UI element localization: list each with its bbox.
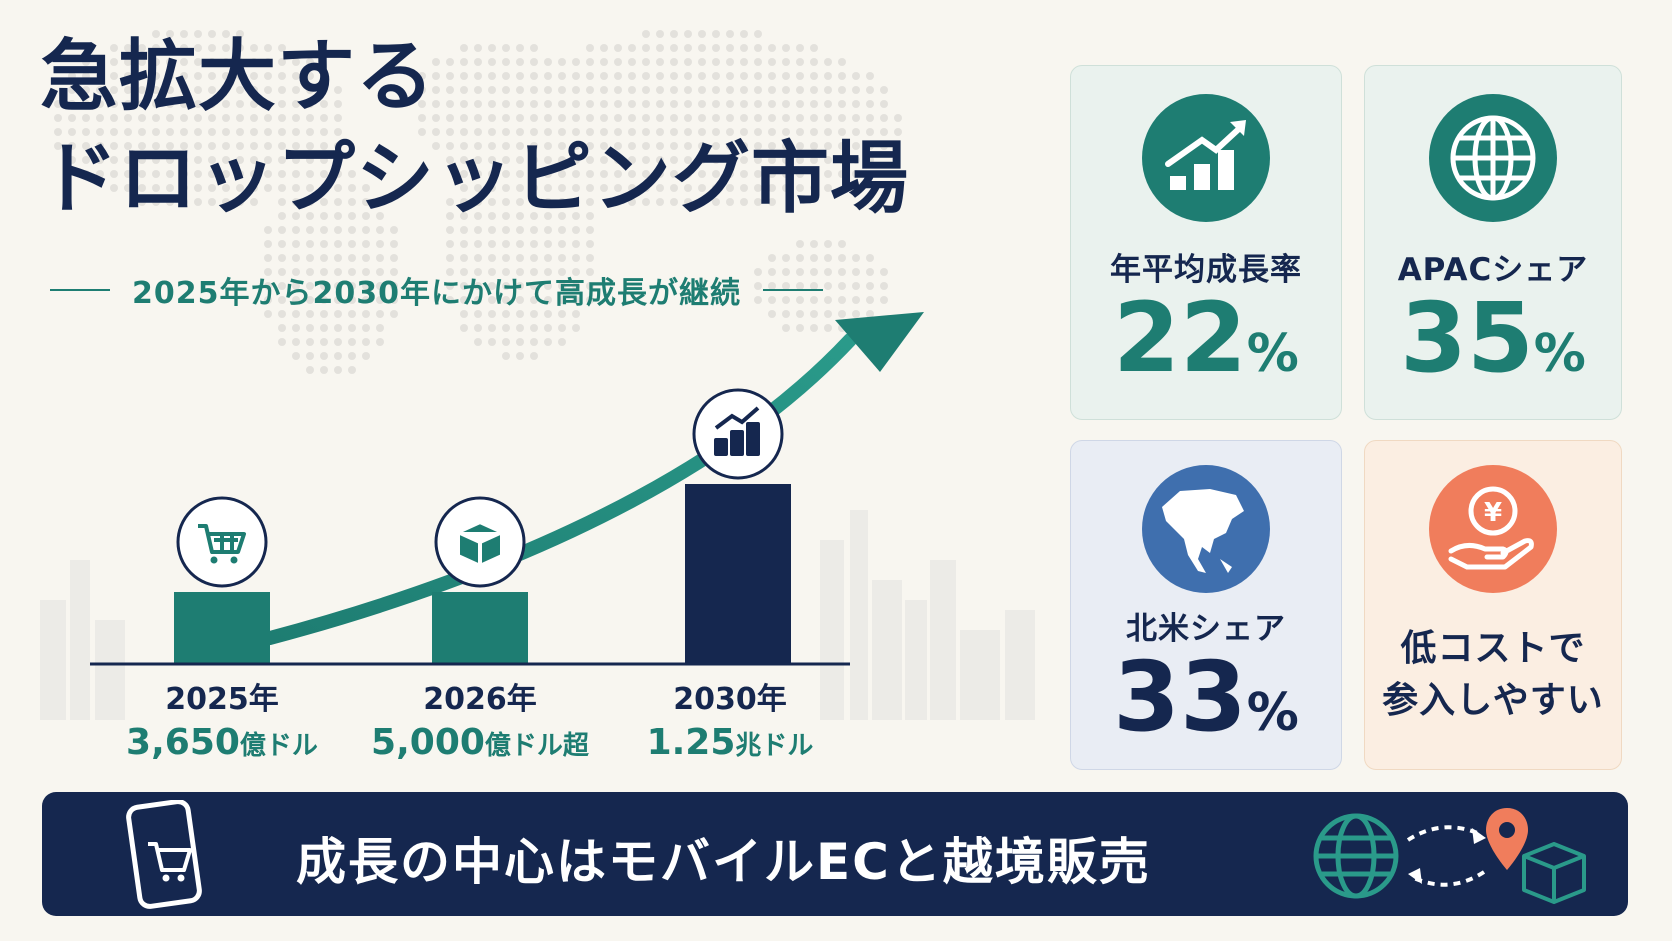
banner-text: 成長の中心はモバイルECと越境販売	[296, 833, 1151, 891]
location-pin-icon	[1486, 808, 1528, 870]
subtitle: 2025年から2030年にかけて高成長が継続	[132, 276, 741, 311]
x-value-label: 5,000億ドル超	[371, 722, 589, 763]
package-box-icon	[434, 496, 526, 588]
x-label-2026: 2026年 5,000億ドル超	[350, 680, 610, 769]
x-year-label: 2030年	[673, 682, 787, 717]
x-label-2030: 2030年 1.25兆ドル	[600, 680, 860, 769]
x-year-label: 2026年	[423, 682, 537, 717]
subtitle-rule-left	[50, 289, 110, 291]
north-america-icon	[1142, 465, 1270, 593]
stat-card-apac: APACシェア 35%	[1364, 65, 1622, 420]
globe-icon	[1429, 94, 1557, 222]
shopping-cart-icon	[176, 496, 268, 588]
box-icon	[1522, 842, 1586, 904]
trend-arrow	[263, 333, 857, 645]
trend-arrow-head	[835, 312, 924, 372]
x-value-label: 1.25兆ドル	[646, 722, 814, 763]
chart-x-labels: 2025年 3,650億ドル 2026年 5,000億ドル超 2030年 1.2…	[0, 680, 1000, 770]
low-cost-text: 低コストで 参入しやすい	[1365, 623, 1621, 727]
stat-value: 22%	[1113, 282, 1299, 394]
stat-label: APACシェア	[1397, 252, 1589, 288]
stat-value: 35%	[1400, 282, 1586, 394]
title-line-2: ドロップシッピング市場	[40, 134, 910, 224]
x-value-label: 3,650億ドル	[126, 722, 318, 763]
subtitle-rule-right	[763, 289, 823, 291]
bottom-banner: 成長の中心はモバイルECと越境販売	[42, 792, 1628, 916]
stat-card-low-cost: ¥ 低コストで 参入しやすい	[1364, 440, 1622, 770]
title-line-1: 急拡大する	[40, 32, 436, 122]
x-year-label: 2025年	[165, 682, 279, 717]
exchange-arrows-icon	[1406, 825, 1486, 887]
globe-icon	[1313, 813, 1399, 899]
growth-chart-icon	[692, 388, 784, 480]
stat-card-north-america: 北米シェア 33%	[1070, 440, 1342, 770]
bar-2026年	[432, 592, 528, 664]
svg-text:¥: ¥	[1484, 498, 1502, 528]
stat-value: 33%	[1113, 641, 1299, 753]
low-cost-line-1: 低コストで	[1400, 628, 1586, 669]
subtitle-row: 2025年から2030年にかけて高成長が継続	[50, 270, 950, 311]
bar-2030年	[685, 484, 791, 664]
stat-card-cagr: 年平均成長率 22%	[1070, 65, 1342, 420]
smartphone-cart-icon	[126, 800, 202, 909]
bar-2025年	[174, 592, 270, 664]
x-label-2025: 2025年 3,650億ドル	[92, 680, 352, 769]
trending-up-icon	[1142, 94, 1270, 222]
page-title: 急拡大する ドロップシッピング市場	[40, 26, 909, 230]
low-cost-line-2: 参入しやすい	[1382, 680, 1604, 721]
stat-label: 北米シェア	[1126, 611, 1286, 647]
market-growth-chart	[90, 312, 924, 666]
background-world-map	[40, 30, 1035, 720]
yen-coin-hand-icon: ¥	[1429, 465, 1557, 593]
stat-label: 年平均成長率	[1110, 252, 1302, 288]
